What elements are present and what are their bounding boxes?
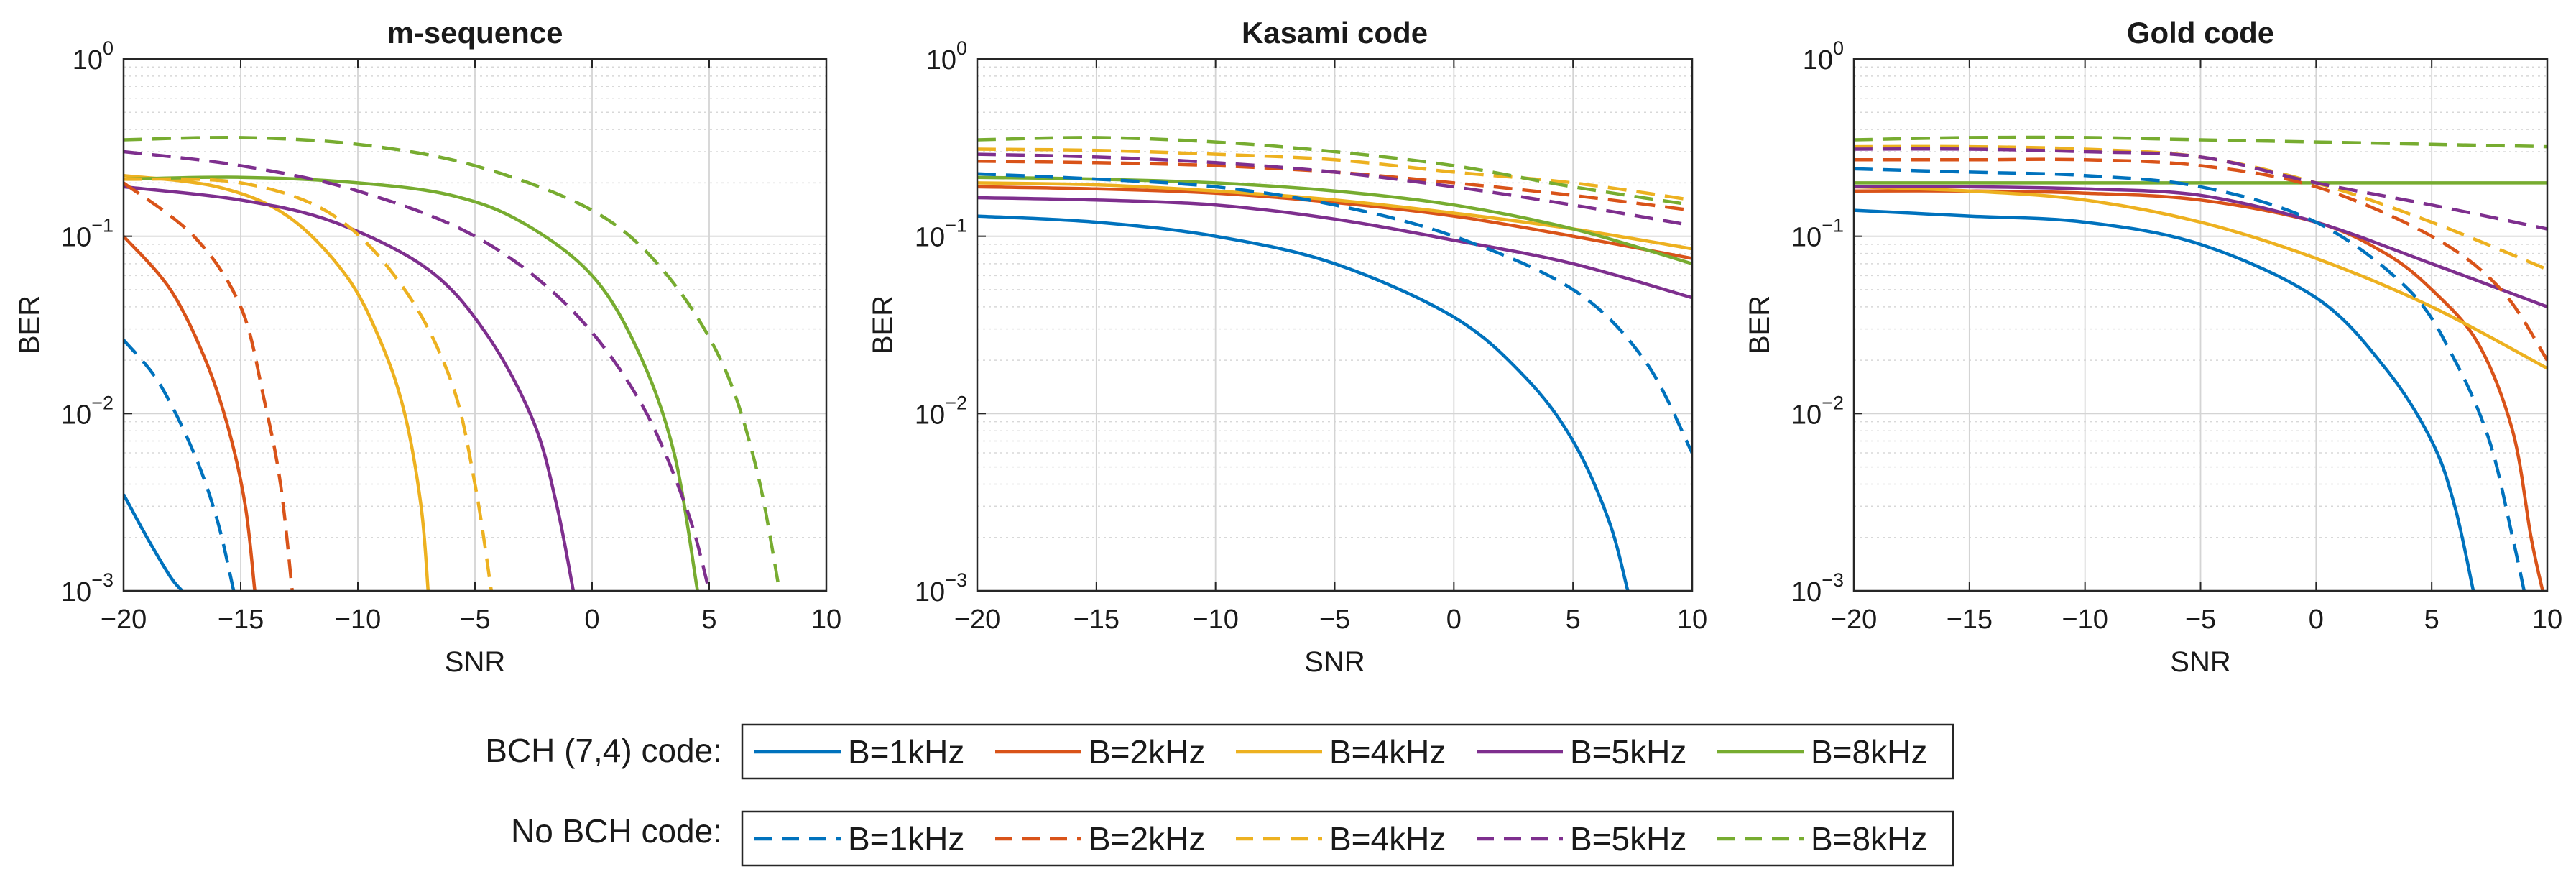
series-line-bch-b-1khz [1854, 208, 2475, 591]
x-axis-label: SNR [445, 646, 505, 678]
series-line-no-bch-b-8khz [1854, 135, 2547, 149]
y-tick-label: 10−2 [61, 392, 114, 430]
y-tick-label: 10−3 [1791, 569, 1844, 607]
y-tick-label: 10−1 [1791, 215, 1844, 253]
x-tick-label: −20 [954, 605, 1000, 635]
y-tick-label: 10−3 [915, 569, 967, 607]
y-tick-label: 10−1 [61, 215, 114, 253]
x-tick-label: −20 [101, 605, 147, 635]
series-line-no-bch-b-8khz [124, 135, 782, 591]
x-tick-label: 5 [701, 605, 716, 635]
series-line-bch-b-5khz [124, 185, 576, 591]
x-axis-label: SNR [2170, 646, 2230, 678]
series-line-bch-b-4khz [124, 173, 430, 591]
series-line-no-bch-b-5khz [977, 152, 1692, 227]
series-line-no-bch-b-1khz [1854, 167, 2526, 591]
series-line-no-bch-b-4khz [977, 147, 1692, 202]
series-group [977, 136, 1692, 591]
x-tick-label: 0 [584, 605, 599, 635]
y-tick-label: 10−2 [915, 392, 967, 430]
series-line-bch-b-8khz [124, 175, 699, 591]
x-tick-label: 0 [2309, 605, 2324, 635]
x-tick-label: −20 [1831, 605, 1877, 635]
series-group [124, 135, 782, 591]
series-line-bch-b-2khz [1854, 189, 2544, 591]
series-line-no-bch-b-2khz [124, 181, 294, 591]
chart-panel-2: −20 −15 −10 −5 0 5 10 10−3 10−2 10−1 100 Kasami cod… [867, 16, 1707, 678]
series-group [1854, 135, 2547, 591]
series-line-bch-b-1khz [124, 493, 184, 591]
legend-entry-label: B=1kHz [848, 820, 964, 858]
chart-panel-3: −20 −15 −10 −5 0 5 10 10−3 10−2 10−1 100 Gold code S… [1744, 16, 2562, 678]
legend-entry-label: B=8kHz [1811, 820, 1927, 858]
legend: BCH (7,4) code: B=1kHz B=2kHz B=4kHz B=5kHz… [485, 723, 1954, 867]
x-tick-label: −15 [1947, 605, 1993, 635]
x-tick-label: 0 [1446, 605, 1462, 635]
legend-row-label-nobch: No BCH code: [511, 812, 722, 850]
y-axis-label: BER [1744, 295, 1776, 354]
x-tick-label: −5 [1319, 605, 1350, 635]
chart-title: Gold code [2127, 16, 2274, 50]
x-tick-label: 5 [1566, 605, 1581, 635]
chart-panel-1: −20 −15 −10 −5 0 5 10 10−3 10−2 10−1 100 m-sequence… [14, 16, 841, 678]
x-tick-label: −15 [218, 605, 264, 635]
y-axis-label: BER [867, 295, 899, 354]
series-line-no-bch-b-2khz [1854, 157, 2547, 362]
legend-row-bch: B=1kHz B=2kHz B=4kHz B=5kHz B=8kHz [754, 733, 1927, 771]
x-tick-label: −15 [1074, 605, 1120, 635]
legend-entry-label: B=4kHz [1329, 733, 1446, 771]
series-line-bch-b-1khz [977, 214, 1630, 591]
series-line-no-bch-b-8khz [977, 136, 1692, 207]
series-line-bch-b-5khz [977, 196, 1692, 300]
x-tick-label: −10 [1192, 605, 1238, 635]
series-line-no-bch-b-4khz [124, 177, 494, 591]
legend-entry-label: B=2kHz [1089, 733, 1205, 771]
x-tick-label: 5 [2424, 605, 2439, 635]
chart-title: m-sequence [387, 16, 563, 50]
x-tick-label: −10 [335, 605, 381, 635]
legend-entry-label: B=2kHz [1089, 820, 1205, 858]
legend-entry-label: B=5kHz [1570, 733, 1686, 771]
legend-entry-label: B=5kHz [1570, 820, 1686, 858]
legend-row-label-bch: BCH (7,4) code: [485, 732, 722, 769]
series-line-bch-b-2khz [977, 185, 1692, 260]
series-line-no-bch-b-1khz [124, 339, 236, 591]
series-line-no-bch-b-1khz [977, 172, 1692, 454]
y-tick-label: 100 [926, 37, 967, 75]
series-line-no-bch-b-5khz [1854, 147, 2547, 231]
x-tick-label: −5 [459, 605, 490, 635]
legend-entry-label: B=4kHz [1329, 820, 1446, 858]
y-tick-label: 10−2 [1791, 392, 1844, 430]
x-tick-label: 10 [811, 605, 841, 635]
legend-row-nobch: B=1kHz B=2kHz B=4kHz B=5kHz B=8kHz [754, 820, 1927, 858]
x-tick-label: 10 [1677, 605, 1707, 635]
x-tick-label: −5 [2185, 605, 2216, 635]
y-axis-label: BER [14, 295, 45, 354]
y-tick-label: 10−3 [61, 569, 114, 607]
x-tick-label: 10 [2532, 605, 2562, 635]
y-tick-label: 100 [73, 37, 114, 75]
y-tick-label: 100 [1803, 37, 1844, 75]
x-tick-label: −10 [2062, 605, 2108, 635]
legend-entry-label: B=8kHz [1811, 733, 1927, 771]
chart-title: Kasami code [1242, 16, 1428, 50]
series-line-no-bch-b-5khz [124, 150, 711, 591]
y-tick-label: 10−1 [915, 215, 967, 253]
series-line-bch-b-5khz [1854, 185, 2547, 308]
legend-entry-label: B=1kHz [848, 733, 964, 771]
series-line-bch-b-2khz [124, 235, 257, 591]
x-axis-label: SNR [1304, 646, 1365, 678]
series-line-bch-b-4khz [1854, 185, 2547, 370]
